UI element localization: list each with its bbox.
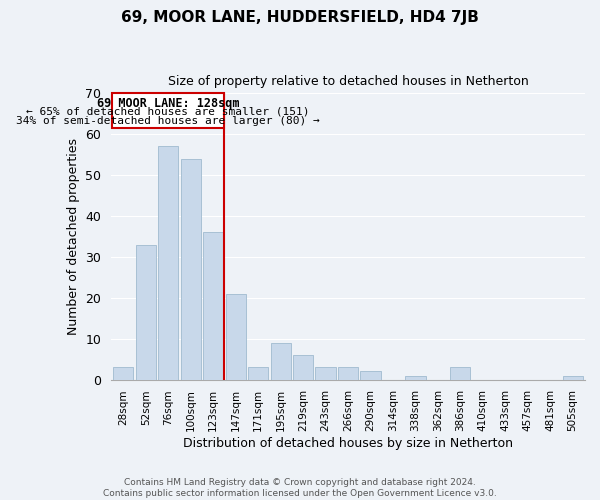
Bar (316, 368, 335, 380)
Text: ← 65% of detached houses are smaller (151): ← 65% of detached houses are smaller (15… (26, 106, 310, 117)
Bar (563, 376, 583, 380)
Text: 69 MOOR LANE: 128sqm: 69 MOOR LANE: 128sqm (97, 96, 239, 110)
Text: Contains HM Land Registry data © Crown copyright and database right 2024.
Contai: Contains HM Land Registry data © Crown c… (103, 478, 497, 498)
Bar (405, 376, 425, 380)
Bar (113, 368, 133, 380)
Bar (450, 368, 470, 380)
X-axis label: Distribution of detached houses by size in Netherton: Distribution of detached houses by size … (183, 437, 513, 450)
Bar (112, 94, 224, 128)
Title: Size of property relative to detached houses in Netherton: Size of property relative to detached ho… (167, 75, 529, 88)
Bar (293, 355, 313, 380)
Bar (338, 368, 358, 380)
Bar (181, 159, 201, 380)
Bar (226, 294, 246, 380)
Bar (248, 368, 268, 380)
Bar (361, 372, 380, 380)
Bar (271, 343, 291, 380)
Bar (203, 232, 223, 380)
Y-axis label: Number of detached properties: Number of detached properties (67, 138, 80, 335)
Text: 69, MOOR LANE, HUDDERSFIELD, HD4 7JB: 69, MOOR LANE, HUDDERSFIELD, HD4 7JB (121, 10, 479, 25)
Text: 34% of semi-detached houses are larger (80) →: 34% of semi-detached houses are larger (… (16, 116, 320, 126)
Bar (136, 244, 156, 380)
Bar (158, 146, 178, 380)
